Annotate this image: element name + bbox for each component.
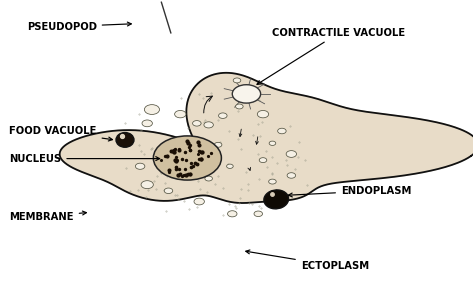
- Circle shape: [227, 164, 233, 168]
- Circle shape: [205, 176, 212, 181]
- Circle shape: [233, 78, 241, 83]
- Circle shape: [254, 211, 263, 217]
- Text: NUCLEUS: NUCLEUS: [9, 154, 160, 164]
- Circle shape: [287, 173, 296, 178]
- Circle shape: [142, 120, 153, 127]
- Circle shape: [259, 158, 267, 163]
- Circle shape: [269, 179, 276, 184]
- Text: FOOD VACUOLE: FOOD VACUOLE: [9, 126, 112, 141]
- Circle shape: [154, 136, 221, 180]
- Circle shape: [145, 105, 159, 115]
- Circle shape: [236, 104, 243, 109]
- Circle shape: [286, 151, 297, 157]
- Text: MEMBRANE: MEMBRANE: [9, 211, 86, 222]
- Text: CONTRACTILE VACUOLE: CONTRACTILE VACUOLE: [257, 28, 406, 84]
- Circle shape: [174, 111, 186, 118]
- Text: ECTOPLASM: ECTOPLASM: [246, 250, 369, 271]
- Circle shape: [257, 111, 269, 118]
- Ellipse shape: [264, 190, 289, 209]
- Circle shape: [159, 148, 168, 154]
- Circle shape: [278, 128, 286, 134]
- Polygon shape: [60, 73, 474, 203]
- Circle shape: [192, 120, 201, 126]
- Circle shape: [136, 163, 145, 169]
- Text: ENDOPLASM: ENDOPLASM: [288, 186, 411, 197]
- Text: PSEUDOPOD: PSEUDOPOD: [27, 22, 131, 32]
- Circle shape: [141, 181, 154, 188]
- Circle shape: [269, 141, 276, 145]
- Circle shape: [219, 113, 227, 119]
- Circle shape: [172, 138, 179, 143]
- Circle shape: [194, 198, 204, 205]
- Ellipse shape: [116, 132, 134, 147]
- Circle shape: [232, 85, 261, 103]
- Circle shape: [204, 122, 213, 128]
- Circle shape: [164, 188, 173, 193]
- Circle shape: [228, 211, 237, 217]
- Circle shape: [214, 142, 222, 147]
